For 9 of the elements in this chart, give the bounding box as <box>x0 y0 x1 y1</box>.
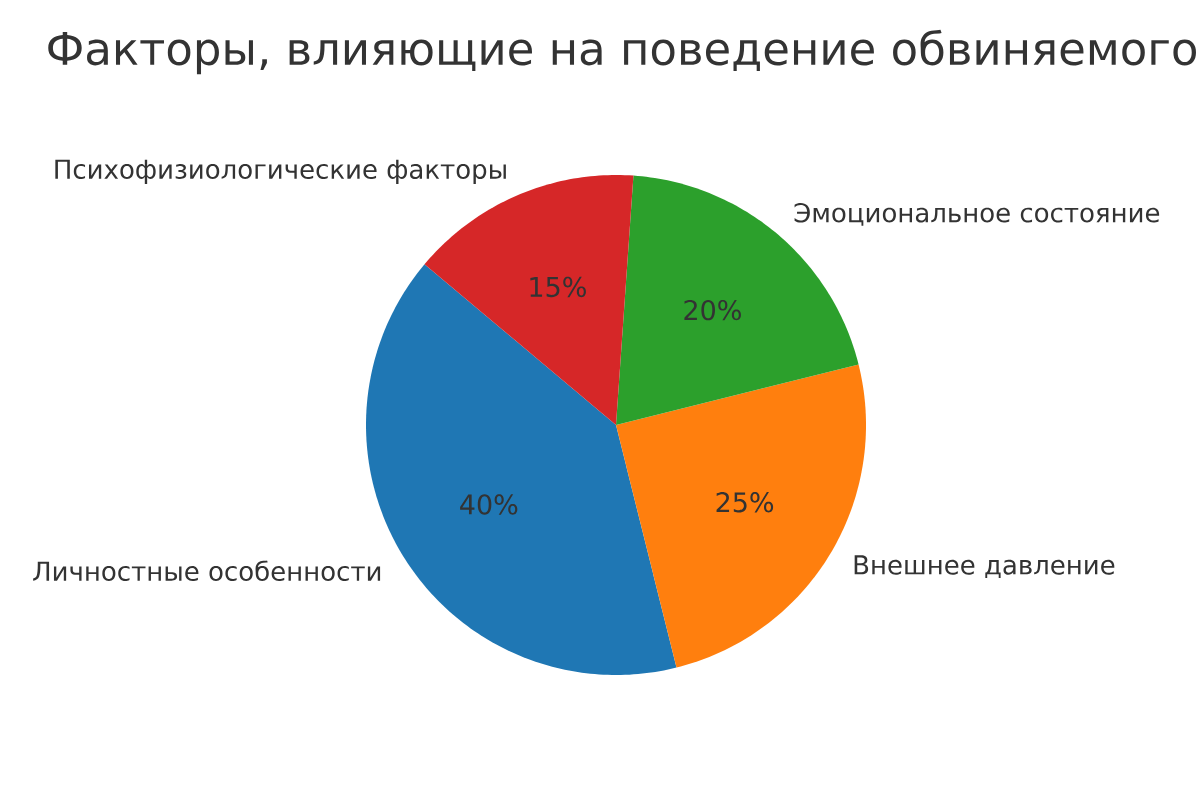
slice-label: Эмоциональное состояние <box>794 202 1160 226</box>
data-label: 15% <box>530 276 586 298</box>
data-label: 20% <box>684 299 741 321</box>
data-label: 25% <box>716 492 774 513</box>
data-label: 40% <box>460 494 518 515</box>
slice-label: Внешнее давление <box>854 555 1115 578</box>
slice-label: Психофизиологические факторы <box>55 159 506 185</box>
chart-title: Факторы, влияющие на поведение обвиняемого <box>48 29 1196 75</box>
slice-label: Личностные особенности <box>33 560 381 582</box>
